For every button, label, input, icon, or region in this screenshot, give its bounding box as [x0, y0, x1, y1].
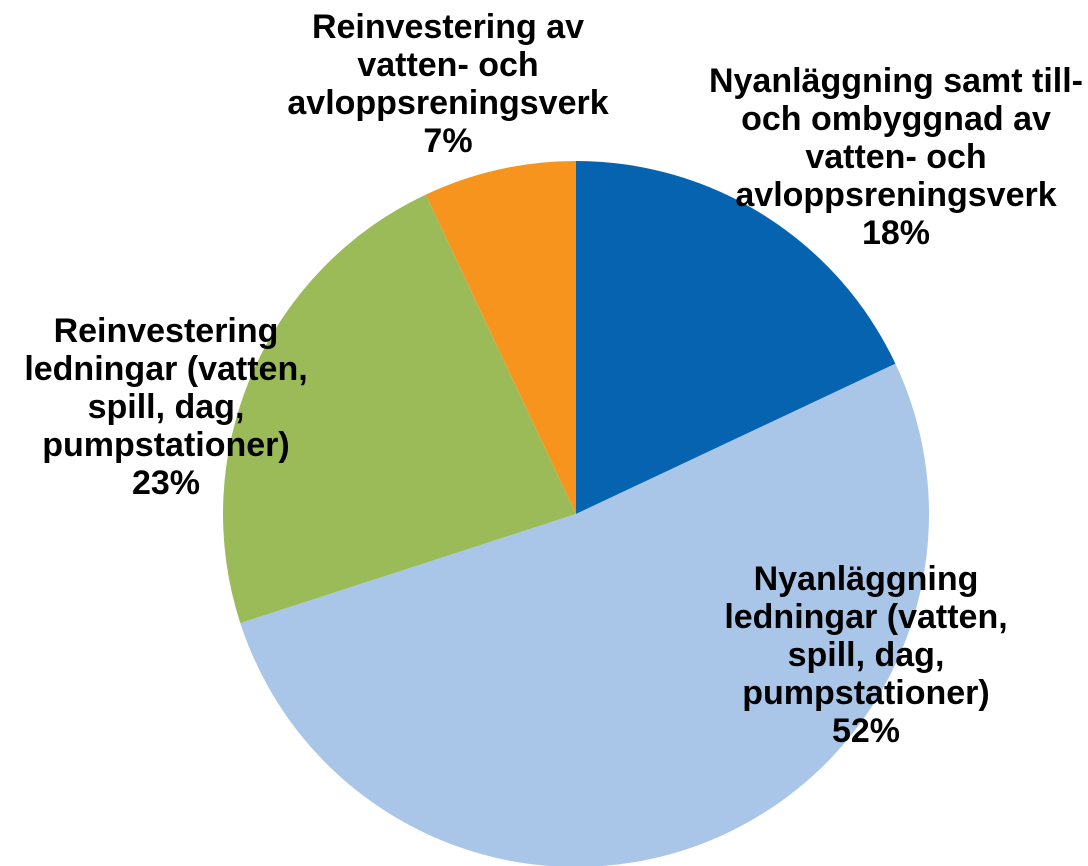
category-label: Nyanläggning ledningar (vatten, spill, d…: [724, 560, 1008, 712]
value-label: 23%: [131, 464, 201, 502]
category-label: Nyanläggning samt till- och ombyggnad av…: [708, 62, 1084, 214]
category-label: Reinvestering ledningar (vatten, spill, …: [24, 312, 308, 464]
slice-label: Nyanläggning samt till- och ombyggnad av…: [706, 62, 1086, 252]
pie-slice: [576, 161, 896, 514]
pie-slice: [222, 194, 576, 624]
pie-slice: [425, 161, 576, 514]
value-label: 18%: [861, 214, 931, 252]
pie-slice: [240, 363, 929, 866]
category-label: Reinvestering av vatten- och avloppsreni…: [287, 8, 609, 122]
value-label: 7%: [423, 122, 473, 160]
slice-label: Reinvestering av vatten- och avloppsreni…: [263, 8, 633, 160]
slice-label: Reinvestering ledningar (vatten, spill, …: [1, 312, 331, 502]
slice-label: Nyanläggning ledningar (vatten, spill, d…: [701, 560, 1031, 750]
value-label: 52%: [831, 712, 901, 750]
